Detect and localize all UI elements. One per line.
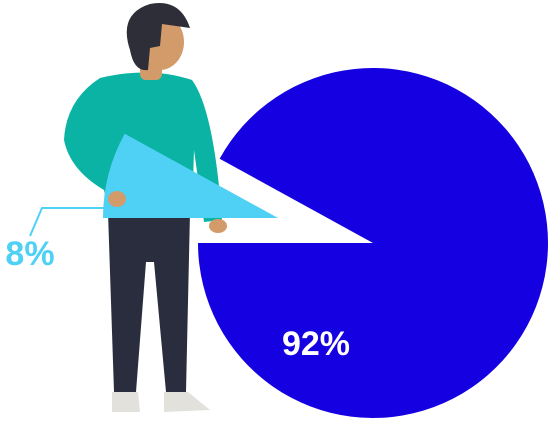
pie bbox=[103, 67, 549, 418]
person-shoe bbox=[164, 392, 210, 412]
person-hand bbox=[108, 191, 126, 207]
value-label: 8% bbox=[5, 235, 54, 273]
person-hand bbox=[209, 219, 227, 233]
person-hands bbox=[108, 191, 227, 233]
leader-line bbox=[29, 207, 105, 237]
pie-slice bbox=[103, 133, 278, 218]
pie-slice bbox=[198, 67, 549, 418]
person-hair bbox=[126, 3, 190, 71]
value-label: 92% bbox=[282, 325, 350, 363]
person-legs bbox=[108, 212, 190, 392]
person-shoe bbox=[112, 392, 140, 412]
